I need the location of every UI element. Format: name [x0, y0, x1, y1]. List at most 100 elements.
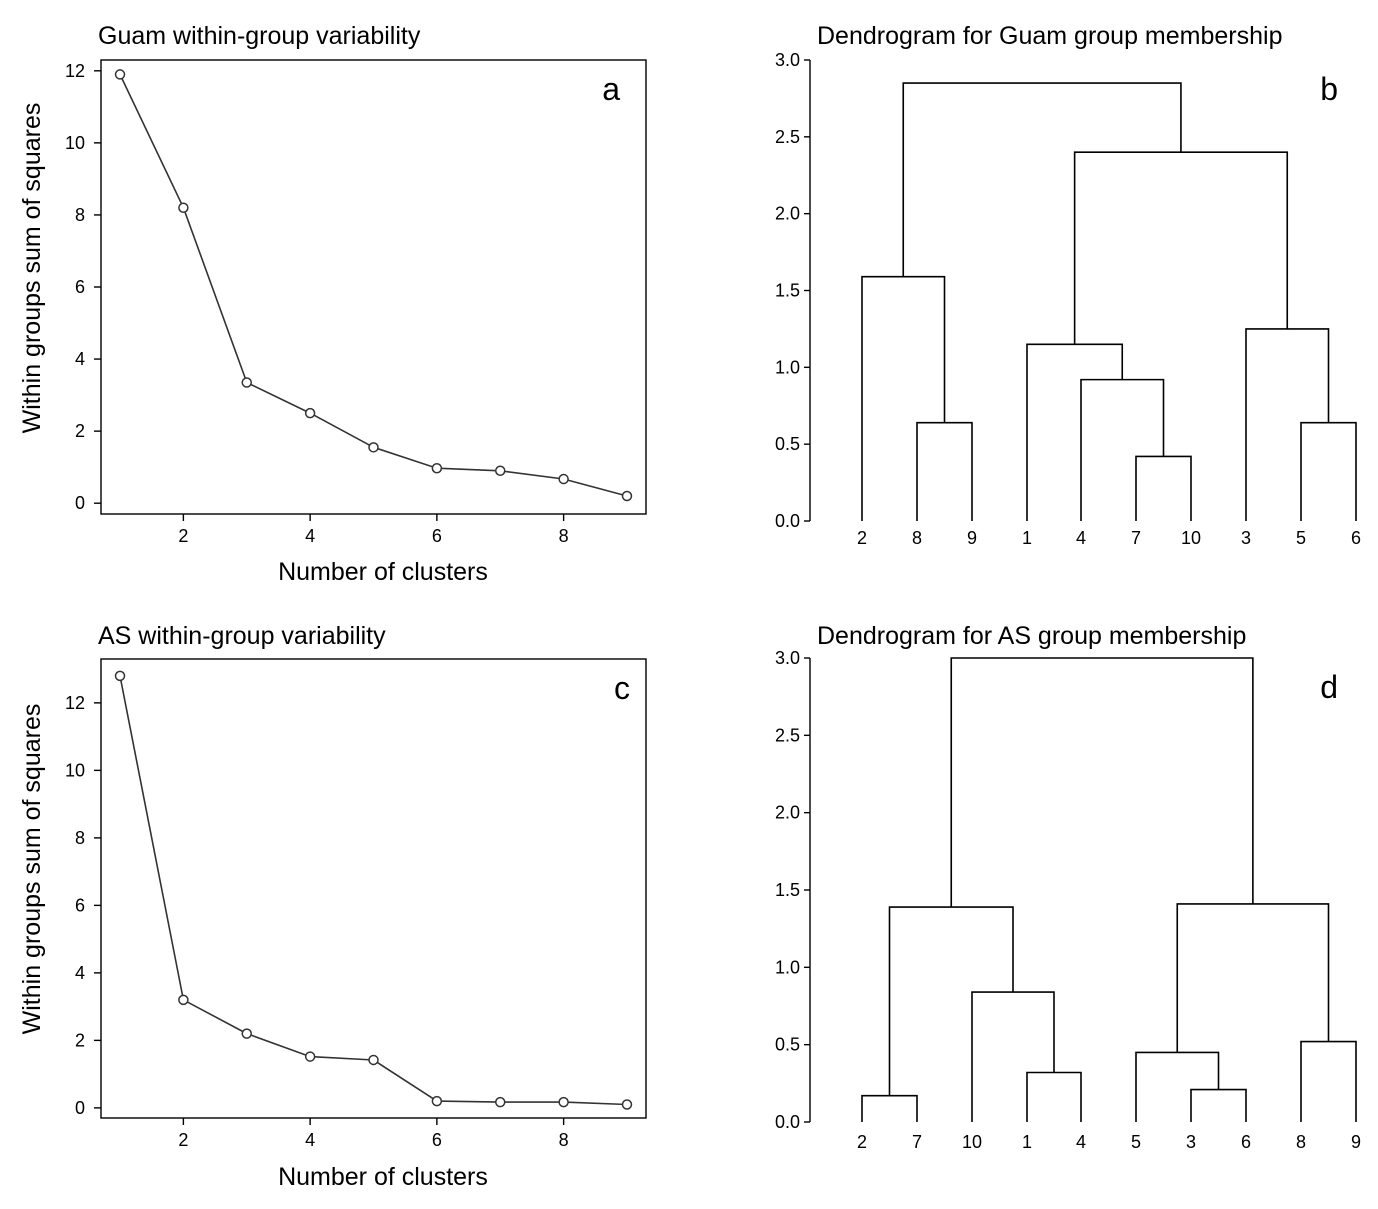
b-leaf-label: 10 [1181, 528, 1201, 548]
panel-c-title: AS within-group variability [98, 622, 386, 650]
panel-b-title: Dendrogram for Guam group membership [817, 22, 1282, 50]
d-leaf-label: 10 [962, 1132, 982, 1152]
c-xtick-label: 8 [559, 1130, 569, 1150]
d-merge-link [1300, 1040, 1357, 1122]
c-ytick-label: 10 [65, 760, 85, 780]
d-ytick-label: 2.0 [775, 803, 800, 823]
a-data-point [114, 69, 126, 80]
d-merge-link [1135, 1051, 1220, 1122]
d-merge-link [971, 991, 1055, 1122]
c-xtick-label: 2 [178, 1130, 188, 1150]
b-merge-link [861, 275, 946, 521]
d-ytick-label: 0.0 [775, 1112, 800, 1132]
panel-d-as-dendrogram: Dendrogram for AS group membership d 0.0… [775, 622, 1361, 1152]
panel-d-label: d [1320, 669, 1338, 705]
d-ytick-label: 1.5 [775, 880, 800, 900]
c-data-point [621, 1099, 633, 1110]
a-ytick-label: 0 [75, 493, 85, 513]
d-merge-link [1176, 903, 1330, 1053]
b-ytick-label: 0.5 [775, 434, 800, 454]
a-ytick-label: 10 [65, 133, 85, 153]
a-xtick-label: 2 [178, 526, 188, 546]
b-ytick-label: 0.0 [775, 511, 800, 531]
b-leaf-label: 8 [912, 528, 922, 548]
c-data-point [178, 994, 189, 1006]
c-ytick-label: 12 [65, 693, 85, 713]
panel-c-xlabel: Number of clusters [278, 1163, 488, 1191]
panel-c-series [114, 670, 633, 1110]
b-merge-link [1073, 151, 1289, 345]
b-merge-link [1245, 328, 1330, 521]
b-merge-link [902, 82, 1182, 277]
b-leaf-label: 1 [1022, 528, 1032, 548]
c-data-point [241, 1028, 253, 1039]
panel-b-tree [861, 82, 1357, 521]
c-series-line [119, 675, 628, 1106]
b-leaf-label: 3 [1241, 528, 1251, 548]
d-leaf-label: 9 [1351, 1132, 1361, 1152]
c-data-point [431, 1095, 443, 1107]
b-leaf-label: 4 [1076, 528, 1086, 548]
b-merge-link [1135, 455, 1192, 521]
d-leaf-label: 5 [1131, 1132, 1141, 1152]
d-leaf-label: 2 [857, 1132, 867, 1152]
c-ytick-label: 2 [75, 1030, 85, 1050]
panel-a-xlabel: Number of clusters [278, 558, 488, 586]
b-ytick-label: 1.0 [775, 357, 800, 377]
d-leaf-label: 1 [1022, 1132, 1032, 1152]
a-data-point [558, 473, 569, 485]
c-data-point [114, 670, 126, 682]
b-ytick-label: 1.5 [775, 281, 800, 301]
b-ytick-label: 2.0 [775, 204, 800, 224]
panel-b-guam-dendrogram: Dendrogram for Guam group membership b 0… [775, 22, 1361, 548]
b-leaf-label: 6 [1351, 528, 1361, 548]
panel-c-ticks: 2 4 6 8 0 2 4 6 8 10 12 [65, 693, 569, 1150]
panel-c-ylabel: Within groups sum of squares [18, 704, 46, 1035]
c-data-point [558, 1096, 569, 1108]
panel-d-tree [861, 657, 1357, 1122]
d-merge-link [861, 1094, 918, 1122]
b-ytick-label: 2.5 [775, 127, 800, 147]
c-data-point [494, 1096, 506, 1108]
d-merge-link [1026, 1071, 1082, 1122]
a-xtick-label: 8 [559, 526, 569, 546]
d-leaf-label: 6 [1241, 1132, 1251, 1152]
panel-a-series [114, 69, 633, 502]
a-ytick-label: 4 [75, 349, 85, 369]
d-ytick-label: 1.0 [775, 957, 800, 977]
d-merge-link [950, 657, 1254, 908]
b-merge-link [1080, 378, 1165, 521]
d-leaf-label: 4 [1076, 1132, 1086, 1152]
c-xtick-label: 6 [432, 1130, 442, 1150]
a-data-point [621, 490, 633, 502]
c-xtick-label: 4 [305, 1130, 315, 1150]
b-leaf-label: 9 [967, 528, 977, 548]
a-series-line [119, 74, 628, 497]
panel-a-label: a [602, 71, 620, 107]
a-ytick-label: 2 [75, 421, 85, 441]
d-leaf-label: 7 [912, 1132, 922, 1152]
a-xtick-label: 4 [305, 526, 315, 546]
c-ytick-label: 0 [75, 1098, 85, 1118]
panel-a-guam-scree: Guam within-group variability a Number o… [18, 22, 647, 586]
d-merge-link [1190, 1088, 1247, 1122]
panel-d-title: Dendrogram for AS group membership [817, 622, 1246, 650]
panel-d-leaf-labels: 2 7 10 1 4 5 3 6 8 9 [857, 1132, 1361, 1152]
panel-a-title: Guam within-group variability [98, 22, 421, 50]
panel-c-as-scree: AS within-group variability c Number of … [18, 622, 647, 1191]
a-xtick-label: 6 [432, 526, 442, 546]
d-ytick-label: 2.5 [775, 725, 800, 745]
panel-a-ylabel: Within groups sum of squares [18, 103, 46, 434]
b-leaf-label: 5 [1296, 528, 1306, 548]
a-ytick-label: 6 [75, 277, 85, 297]
a-data-point [178, 202, 189, 213]
c-ytick-label: 6 [75, 895, 85, 915]
b-ytick-label: 3.0 [775, 50, 800, 70]
b-leaf-label: 2 [857, 528, 867, 548]
a-data-point [368, 442, 379, 453]
a-data-point [431, 462, 443, 474]
c-data-point [368, 1054, 379, 1066]
panel-b-ticks: 0.0 0.5 1.0 1.5 2.0 2.5 3.0 [775, 50, 810, 531]
d-merge-link [888, 906, 1014, 1096]
